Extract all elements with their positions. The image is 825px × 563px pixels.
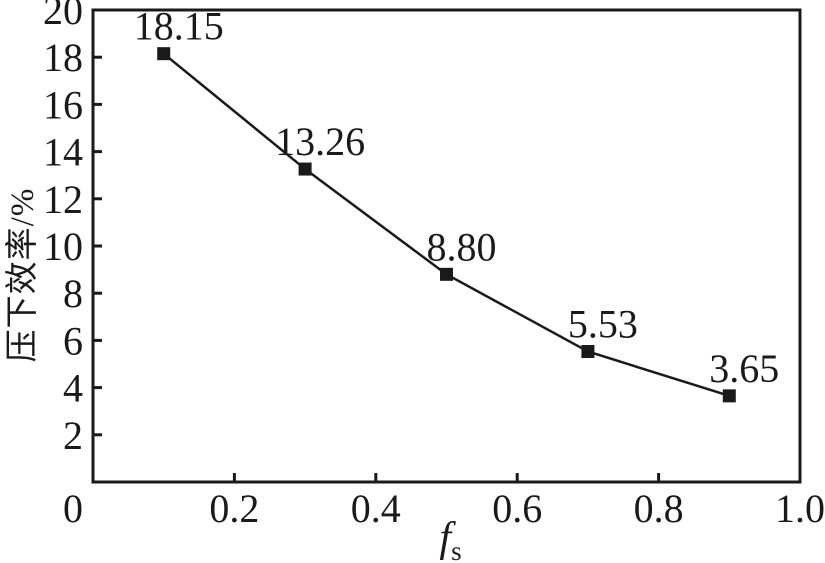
y-axis-tick-label: 18 (43, 35, 83, 80)
data-point-label: 3.65 (709, 346, 779, 391)
data-point-label: 5.53 (568, 301, 638, 346)
y-axis-tick-label: 16 (43, 82, 83, 127)
data-point-marker (722, 389, 736, 403)
y-axis-label: 压下效率/% (4, 188, 41, 363)
y-axis-tick-label: 4 (63, 366, 83, 411)
x-axis-label: fs (439, 515, 461, 563)
data-point-marker (298, 162, 312, 176)
y-axis-tick-label: 10 (43, 224, 83, 269)
y-axis-tick-label: 14 (43, 130, 83, 175)
x-axis-tick-label: 0.4 (351, 486, 401, 531)
x-axis-tick-label: 0.2 (209, 486, 259, 531)
x-axis-tick-label: 0.8 (634, 486, 684, 531)
data-point-marker (581, 344, 595, 358)
data-point-label: 8.80 (427, 224, 497, 269)
y-axis-tick-label: 8 (63, 271, 83, 316)
y-axis-tick-label: 20 (43, 0, 83, 33)
data-point-marker (157, 47, 171, 61)
x-axis-tick-label: 0.6 (492, 486, 542, 531)
data-point-marker (440, 267, 453, 281)
y-axis-tick-label: 2 (63, 413, 83, 458)
x-axis-tick-label: 0 (63, 486, 83, 531)
data-point-label: 13.26 (275, 119, 365, 164)
y-axis-tick-label: 6 (63, 318, 83, 363)
y-axis-tick-label: 12 (43, 177, 83, 222)
x-axis-tick-label: 1.0 (775, 486, 825, 531)
data-point-label: 18.15 (134, 4, 224, 49)
